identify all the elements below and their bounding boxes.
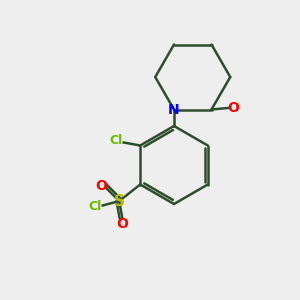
- Text: O: O: [95, 179, 107, 193]
- Text: S: S: [114, 194, 125, 208]
- Text: N: N: [168, 103, 180, 116]
- Text: O: O: [227, 101, 239, 115]
- Text: Cl: Cl: [88, 200, 102, 214]
- Text: O: O: [116, 217, 128, 230]
- Text: Cl: Cl: [110, 134, 123, 148]
